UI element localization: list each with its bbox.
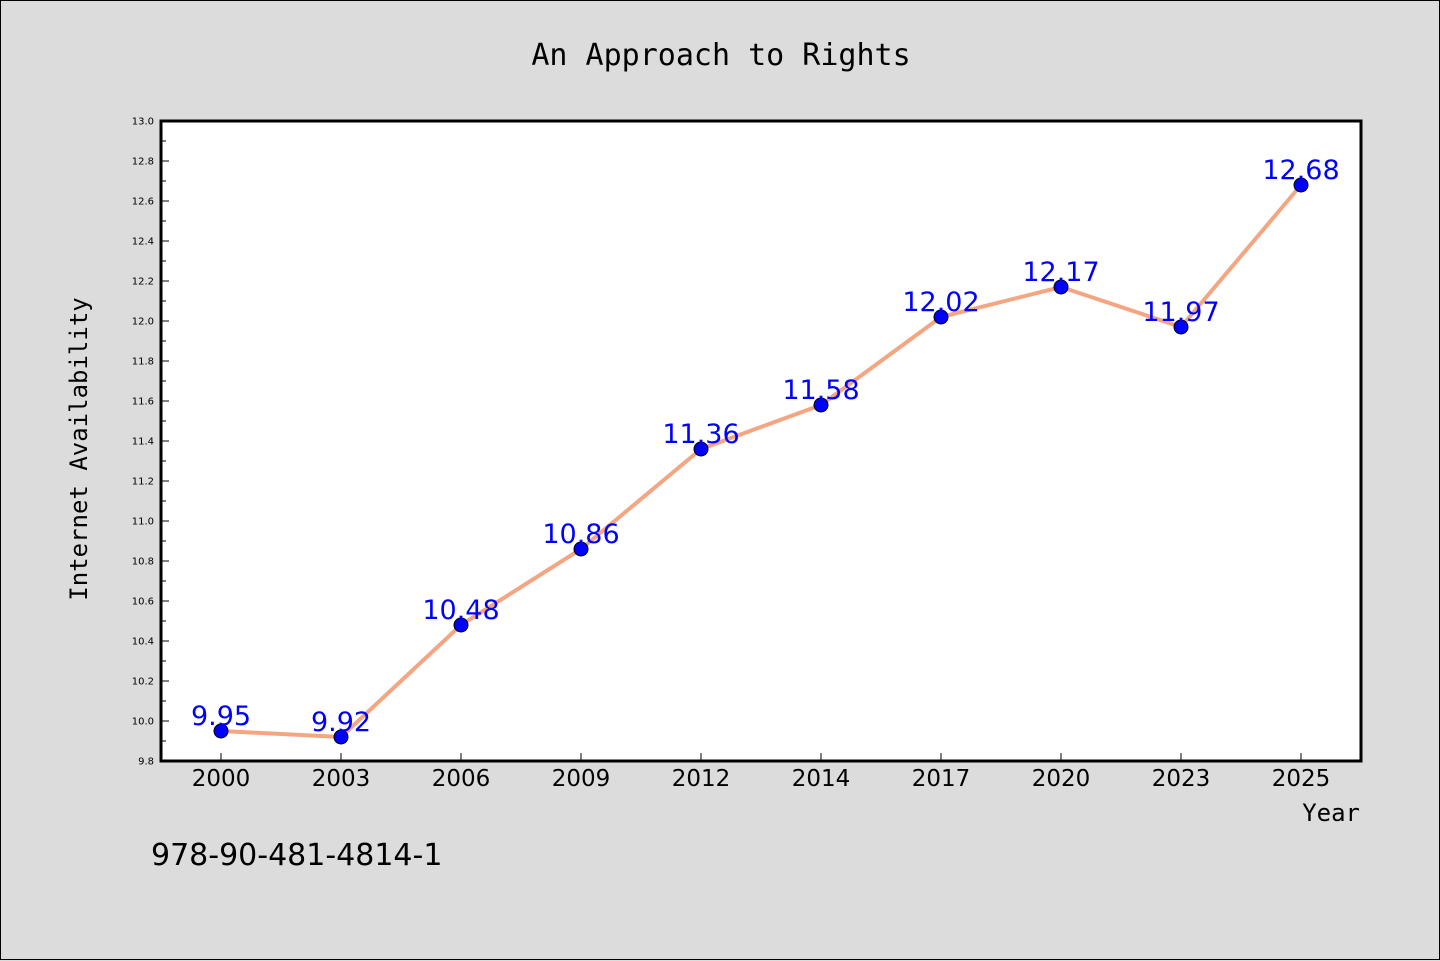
y-tick-label: 11.0	[132, 517, 154, 528]
data-point-marker	[813, 397, 829, 413]
data-value-label: 11.36	[662, 419, 739, 450]
y-tick-label: 11.6	[132, 397, 154, 408]
y-tick-label: 11.4	[132, 437, 154, 448]
y-tick-label: 10.4	[132, 637, 154, 648]
y-tick-label: 10.6	[132, 597, 154, 608]
y-tick-label: 10.0	[132, 717, 154, 728]
y-tick-label: 11.2	[132, 477, 154, 488]
data-value-label: 9.92	[311, 707, 371, 738]
y-axis-label: Internet Availability	[65, 297, 93, 600]
x-tick-label: 2017	[912, 766, 971, 792]
x-tick-label: 2014	[792, 766, 851, 792]
data-markers	[213, 177, 1309, 745]
data-point-marker	[1173, 319, 1189, 335]
x-tick-label: 2012	[672, 766, 731, 792]
data-point-marker	[573, 541, 589, 557]
data-point-marker	[333, 729, 349, 745]
chart-title: An Approach to Rights	[531, 38, 910, 73]
y-tick-label: 12.6	[132, 197, 154, 208]
x-axis-ticks: 2000 2003 2006 2009 2012 2014 2017 2020 2023 2025	[192, 753, 1331, 792]
plot-border	[159, 119, 1363, 763]
data-point-marker	[693, 441, 709, 457]
x-tick-label: 2003	[312, 766, 371, 792]
x-tick-label: 2006	[432, 766, 491, 792]
y-tick-label: 10.2	[132, 677, 154, 688]
x-tick-label: 2020	[1032, 766, 1091, 792]
data-value-label: 11.97	[1142, 297, 1219, 328]
data-value-label: 12.17	[1022, 257, 1099, 288]
y-tick-label: 12.0	[132, 317, 154, 328]
data-value-label: 11.58	[782, 375, 859, 406]
x-tick-label: 2009	[552, 766, 611, 792]
y-tick-label: 12.4	[132, 237, 154, 248]
data-value-label: 9.95	[191, 701, 251, 732]
data-point-marker	[1053, 279, 1069, 295]
y-tick-label: 11.8	[132, 357, 154, 368]
y-axis-ticks: 9.8 10.0 10.2 10.4 10.6 10.8 11.0 11.2 11.4 11.6 1…	[132, 117, 169, 768]
x-tick-label: 2000	[192, 766, 251, 792]
data-point-marker	[1293, 177, 1309, 193]
y-tick-label: 12.2	[132, 277, 154, 288]
series-line	[219, 183, 1303, 739]
data-value-label: 10.48	[422, 595, 499, 626]
data-value-label: 12.02	[902, 287, 979, 318]
plot-area	[161, 121, 1361, 761]
y-tick-label: 9.8	[138, 757, 154, 768]
x-tick-label: 2023	[1152, 766, 1211, 792]
y-tick-label: 13.0	[132, 117, 154, 128]
x-axis-label: Year	[1302, 799, 1360, 827]
series-line-group	[219, 183, 1303, 739]
data-labels: 9.95 9.92 10.48 10.86 11.36 11.58 12.02 12.17 11…	[191, 155, 1340, 738]
y-tick-label: 12.8	[132, 157, 154, 168]
data-value-label: 12.68	[1262, 155, 1339, 186]
data-point-marker	[933, 309, 949, 325]
footnote-isbn: 978-90-481-4814-1	[151, 838, 442, 873]
data-point-marker	[213, 723, 229, 739]
data-value-label: 10.86	[542, 519, 619, 550]
y-tick-label: 10.8	[132, 557, 154, 568]
data-point-marker	[453, 617, 469, 633]
x-tick-label: 2025	[1272, 766, 1331, 792]
